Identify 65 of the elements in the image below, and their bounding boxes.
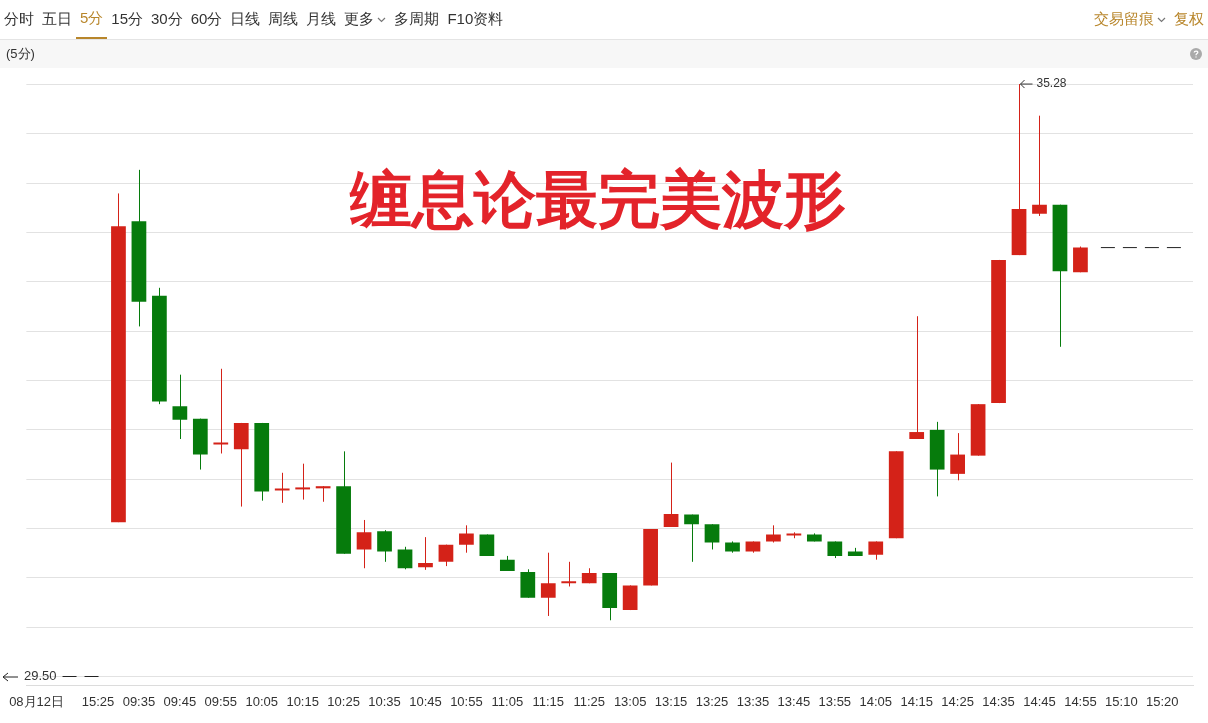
x-tick-label: 11:15	[532, 693, 565, 709]
x-tick-label: 10:45	[409, 693, 442, 709]
x-tick-label: 14:55	[1064, 693, 1097, 709]
x-tick-label: 10:35	[368, 693, 401, 709]
x-tick-label: 13:55	[818, 693, 852, 709]
candlestick	[356, 519, 372, 569]
x-tick-label: 14:05	[859, 693, 893, 709]
candlestick	[459, 524, 474, 554]
text: 60分	[189, 9, 224, 29]
text: 5分	[76, 0, 108, 39]
x-tick-label: 15:25	[81, 693, 115, 709]
x-tick-label: 14:35	[982, 693, 1015, 709]
text: 分时	[3, 9, 35, 29]
candlestick	[172, 374, 188, 440]
candlestick	[540, 552, 556, 617]
x-tick-label: 13:45	[777, 693, 811, 709]
x-tick-label: 08月12日	[9, 693, 65, 709]
x-tick-label: 10:55	[450, 693, 483, 709]
candlestick	[295, 463, 311, 501]
candlestick	[377, 529, 392, 563]
candlestick	[704, 523, 720, 550]
text: 更多	[343, 9, 376, 29]
text: 五日	[41, 9, 73, 29]
text: 交易留痕	[1093, 9, 1155, 29]
text: 多周期	[393, 9, 441, 29]
text: 周线	[267, 9, 300, 29]
candlestick	[418, 536, 433, 571]
text: 日线	[229, 9, 262, 29]
x-tick-label: 10:15	[286, 693, 319, 709]
x-tick-label: 09:55	[204, 693, 238, 709]
x-tick-label: 13:05	[613, 693, 647, 709]
x-tick-label: 15:10	[1105, 693, 1138, 709]
x-tick-label: 13:25	[695, 693, 729, 709]
text: 复权	[1173, 9, 1205, 29]
text: 月线	[305, 9, 338, 29]
x-tick-label: 09:45	[163, 693, 197, 709]
candlestick	[909, 315, 925, 440]
candlestick	[479, 533, 495, 557]
x-tick-label: 14:15	[900, 693, 933, 709]
text: 30分	[150, 9, 184, 29]
x-tick-label: 11:25	[573, 693, 605, 709]
candlestick	[561, 561, 577, 587]
x-tick-label: 15:20	[1146, 693, 1179, 709]
text: 29.50	[24, 668, 57, 684]
candlestick	[274, 472, 290, 504]
x-tick-label: 13:35	[736, 693, 770, 709]
x-tick-label: 10:05	[245, 693, 279, 709]
x-tick-label: 11:05	[491, 693, 524, 709]
text: F10资料	[446, 9, 505, 29]
candlestick	[213, 368, 229, 454]
candlestick	[684, 514, 699, 563]
candlestick	[1032, 115, 1047, 217]
x-tick-label: 13:15	[654, 693, 688, 709]
x-tick-label: 10:25	[327, 693, 360, 709]
text: 15分	[110, 9, 145, 29]
text: (5分)	[6, 45, 35, 63]
candlestick	[868, 540, 884, 561]
x-tick-label: 14:25	[941, 693, 974, 709]
candlestick	[663, 462, 679, 528]
annotation: 35.28	[1036, 76, 1067, 91]
text: 缠息论最完美波形	[348, 163, 846, 237]
x-tick-label: 09:35	[122, 693, 156, 709]
x-tick-label: 14:45	[1023, 693, 1056, 709]
candlestick	[397, 546, 413, 570]
candlestick	[950, 432, 965, 481]
